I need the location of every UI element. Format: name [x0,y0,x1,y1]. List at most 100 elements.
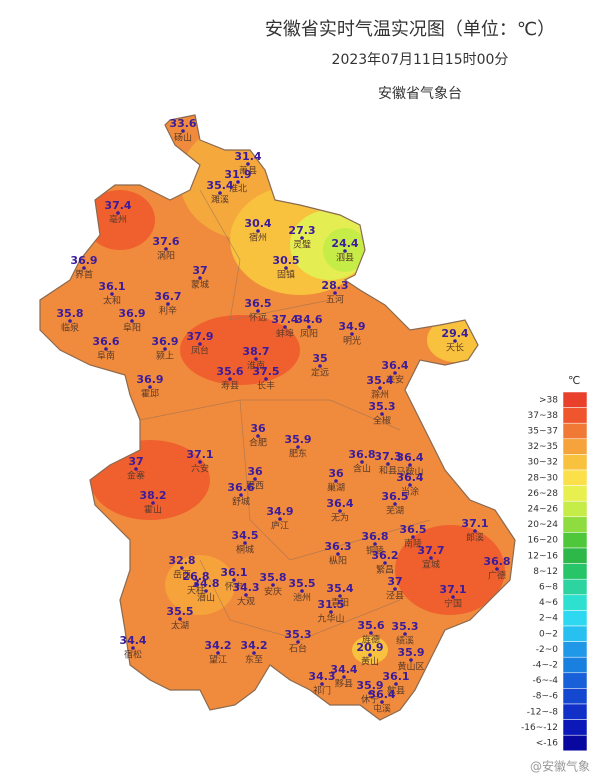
station-name: 肥西 [246,481,264,492]
station-name: 淮南 [247,360,265,372]
station-value: 37 [192,264,207,277]
station-dot [198,342,202,346]
legend-label: 26~28 [528,489,559,499]
legend-label: -6~-4 [533,676,559,686]
station-name: 无为 [331,512,349,524]
station-dot [300,236,304,240]
station-dot [264,377,268,381]
station-name: 亳州 [109,214,127,226]
legend-label: 16~20 [528,536,559,546]
legend-swatch [562,688,588,705]
station-name: 金寨 [127,470,145,482]
station-value: 36.4 [326,497,353,510]
station-dot [253,477,257,481]
station-value: 35.8 [259,571,286,584]
station-name: 灵璧 [293,239,311,251]
station-dot [82,266,86,270]
station-name: 合肥 [249,437,267,449]
station-value: 34.3 [232,581,259,594]
station-value: 37.1 [461,517,488,530]
station-dot [218,191,222,195]
station-name: 黟县 [335,679,353,690]
station-value: 35 [312,352,327,365]
agency: 安徽省气象台 [378,86,462,102]
station-name: 阜阳 [123,322,141,334]
station-name: 旌德 [362,634,380,646]
station-dot [393,502,397,506]
station-value: 35.9 [356,679,383,692]
station-value: 36 [247,465,263,478]
station-dot [342,675,346,679]
station-name: 怀宁 [225,581,243,593]
station-value: 35.3 [391,620,418,633]
station-dot [130,319,134,323]
station-dot [296,640,300,644]
station-name: 东至 [245,654,263,666]
station-dot [216,651,220,655]
station-dot [283,325,287,329]
station-value: 35.4 [206,179,233,192]
station-dot [148,385,152,389]
station-value: 36.3 [324,540,351,553]
station-value: 38.2 [139,489,166,502]
legend-label: -4~-2 [533,661,559,671]
station-dot [239,493,243,497]
legend-swatch [562,438,588,455]
station-name: 黄山 [361,656,379,668]
station-dot [278,517,282,521]
station-dot [116,211,120,215]
station-dot [243,541,247,545]
station-value: 26.8 [182,570,209,583]
station-dot [164,247,168,251]
legend-swatch [562,656,588,674]
station-name: 定远 [311,367,329,379]
station-value: 37 [387,575,402,588]
station-name: 太和 [103,295,121,307]
station-name: 涡阳 [157,251,175,262]
legend-swatch [562,578,588,596]
station-value: 35.4 [326,582,353,595]
station-dot [334,479,338,483]
station-value: 35.9 [397,646,424,659]
station-dot [411,535,415,539]
station-value: 35.3 [284,628,311,641]
station-value: 36.6 [227,481,254,494]
station-value: 37.9 [186,330,213,343]
station-value: 36.7 [154,290,181,303]
station-value: 37.7 [417,544,444,557]
station-dot [380,412,384,416]
city-borders [139,189,431,641]
station-dot [244,593,248,597]
station-value: 36.9 [151,335,178,348]
station-name: 望江 [209,654,227,666]
station-value: 34.3 [308,670,335,683]
station-dot [228,377,232,381]
station-name: 临泉 [61,322,79,334]
station-dot [236,180,240,184]
station-dot [408,463,412,467]
station-name: 霍邱 [141,389,159,400]
station-value: 36.9 [136,373,163,386]
station-dot [383,561,387,565]
station-value: 34.4 [119,634,146,647]
station-name: 潜山 [197,592,215,604]
station-name: 九华山 [317,613,344,625]
station-name: 岳西 [173,569,191,581]
station-value: 35.6 [357,619,384,632]
legend-swatch [562,469,588,486]
station-name: 石台 [289,643,307,655]
station-name: 颍上 [156,350,174,362]
station-name: 濉溪 [211,194,229,206]
station-value: 34.9 [338,320,365,333]
legend-label: 8~12 [533,567,558,577]
station-value: 33.6 [169,117,196,130]
station-dot [336,552,340,556]
station-value: 34.2 [240,639,267,652]
legend-swatch [562,625,588,642]
legend-swatch [562,532,588,549]
station-name: 固镇 [277,269,295,281]
station-dot [256,434,260,438]
station-name: 天长 [446,342,464,354]
